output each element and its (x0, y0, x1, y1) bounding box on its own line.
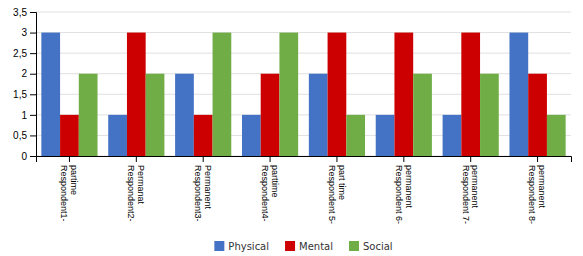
y-tick-label: 3,5 (13, 7, 27, 18)
x-tick-label: Respondent 5-part time (327, 165, 347, 224)
y-tick-label: 2,5 (13, 48, 27, 59)
legend-item: Mental (285, 241, 333, 252)
x-tick-mark (270, 156, 271, 162)
x-tick: Respondent1-partime (59, 156, 79, 222)
y-tick: 0,5 (13, 130, 36, 141)
y-tick-label: 0 (21, 151, 27, 162)
bar (394, 33, 413, 156)
legend-label: Physical (228, 241, 269, 252)
bar (509, 33, 528, 156)
x-axis-line (37, 157, 572, 163)
y-tick-mark (30, 12, 36, 13)
x-axis: Respondent1-partime Respondent2-Permanat R… (37, 156, 572, 224)
x-tick-label: Respondent3-Permanent (193, 165, 213, 222)
bar (547, 115, 566, 156)
bar (79, 74, 98, 156)
bar (528, 74, 547, 156)
y-tick: 1 (21, 110, 36, 121)
x-tick-mark (336, 156, 337, 162)
bar (194, 115, 213, 156)
y-tick-label: 0,5 (13, 130, 27, 141)
y-tick-label: 1 (21, 110, 27, 121)
bar (146, 74, 165, 156)
bar (461, 33, 480, 156)
legend-swatch (285, 241, 295, 251)
x-tick: Respondent 7-permanent (461, 156, 481, 224)
y-axis-line (30, 13, 37, 157)
x-tick-mark (203, 156, 204, 162)
y-axis: 0 0,5 1 1,5 2 2,5 3 3,5 (13, 7, 36, 162)
bar (60, 115, 79, 156)
x-tick: Respondent 5-part time (327, 156, 347, 224)
y-tick: 3 (21, 27, 36, 38)
x-tick: Respondent 8-permanent (527, 156, 547, 224)
x-tick-mark (403, 156, 404, 162)
x-tick-label: Respondent2-Permanat (126, 165, 146, 222)
legend-item: Physical (214, 241, 269, 252)
y-tick-mark (30, 53, 36, 54)
bar (261, 74, 280, 156)
grid-line (36, 32, 571, 33)
legend-swatch (214, 241, 224, 251)
y-tick-label: 3 (21, 27, 27, 38)
bar (213, 33, 232, 156)
x-tick-label: Respondent1-partime (59, 165, 79, 222)
grid-line (36, 53, 571, 54)
bar (443, 115, 462, 156)
grid-line (36, 12, 571, 13)
bar (279, 33, 298, 156)
x-tick: Respondent4-parttime (260, 156, 280, 222)
y-tick-mark (30, 94, 36, 95)
bar (309, 74, 328, 156)
bar (175, 74, 194, 156)
x-tick-label: Respondent 6-permanent (394, 165, 414, 224)
x-tick-mark (136, 156, 137, 162)
bar (41, 33, 60, 156)
y-tick: 1,5 (13, 89, 36, 100)
x-tick-mark (537, 156, 538, 162)
legend-item: Social (349, 241, 393, 252)
x-tick-label: Respondent4-parttime (260, 165, 280, 222)
legend-swatch (349, 241, 359, 251)
y-tick-mark (30, 156, 36, 157)
bar (376, 115, 395, 156)
x-tick-label: Respondent 8-permanent (527, 165, 547, 224)
y-tick-mark (30, 115, 36, 116)
x-tick-mark (470, 156, 471, 162)
bar (346, 115, 365, 156)
x-tick-mark (69, 156, 70, 162)
y-tick-mark (30, 74, 36, 75)
grid (36, 12, 571, 156)
y-tick: 2,5 (13, 48, 36, 59)
bar (108, 115, 127, 156)
y-tick-mark (30, 135, 36, 136)
x-tick: Respondent3-Permanent (193, 156, 213, 222)
plot: 00,511,522,533,5Respondent1-partimeRespo… (13, 7, 571, 224)
y-tick: 2 (21, 68, 36, 79)
chart: 00,511,522,533,5Respondent1-partimeRespo… (0, 0, 583, 256)
y-tick-label: 1,5 (13, 89, 27, 100)
bars (41, 33, 565, 156)
x-tick-label: Respondent 7-permanent (461, 165, 481, 224)
bar (413, 74, 432, 156)
legend-label: Social (363, 241, 393, 252)
y-tick-label: 2 (21, 68, 27, 79)
legend-label: Mental (299, 241, 333, 252)
bar (127, 33, 146, 156)
bar (480, 74, 499, 156)
y-tick: 0 (21, 151, 36, 162)
x-tick: Respondent 6-permanent (394, 156, 414, 224)
bar (242, 115, 261, 156)
x-tick: Respondent2-Permanat (126, 156, 146, 222)
y-tick-mark (30, 33, 36, 34)
y-tick: 3,5 (13, 7, 36, 18)
legend: Physical Mental Social (214, 241, 392, 252)
bar (328, 33, 347, 156)
